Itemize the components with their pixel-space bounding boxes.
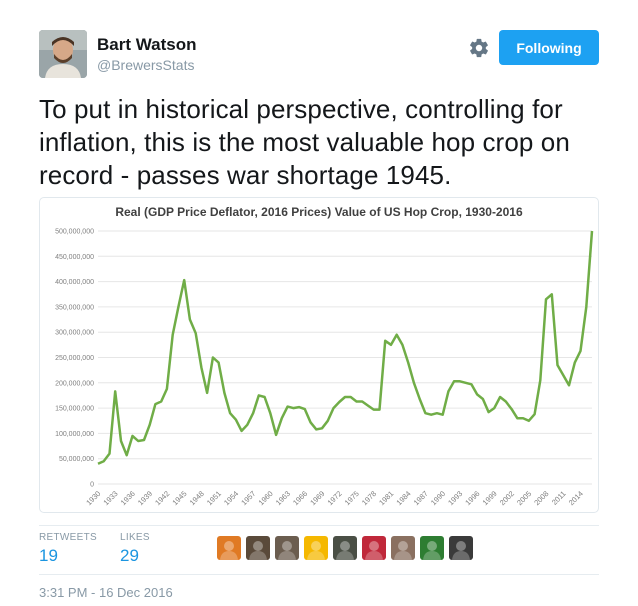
liker-avatar-5[interactable]	[333, 536, 357, 560]
likes-stat[interactable]: LIKES 29	[120, 532, 150, 566]
liker-avatar-8[interactable]	[420, 536, 444, 560]
x-tick-label: 1987	[412, 489, 430, 507]
x-tick-label: 1930	[84, 489, 102, 507]
liker-avatar-1[interactable]	[217, 536, 241, 560]
liker-avatar-7[interactable]	[391, 536, 415, 560]
y-tick-label: 100,000,000	[55, 431, 94, 438]
liker-avatar-9[interactable]	[449, 536, 473, 560]
x-tick-label: 1948	[188, 489, 206, 507]
author-handle[interactable]: @BrewersStats	[97, 57, 195, 73]
x-tick-label: 1942	[153, 489, 171, 507]
x-tick-label: 1999	[481, 489, 499, 507]
author-avatar[interactable]	[39, 30, 87, 78]
chart-grid	[98, 230, 592, 485]
y-tick-label: 350,000,000	[55, 304, 94, 311]
x-tick-label: 1957	[239, 489, 257, 507]
x-tick-label: 1954	[222, 489, 240, 507]
x-tick-label: 1972	[326, 489, 344, 507]
x-tick-label: 1984	[394, 489, 412, 507]
x-tick-label: 1933	[101, 489, 119, 507]
x-tick-label: 1960	[257, 489, 275, 507]
hop-crop-chart: Real (GDP Price Deflator, 2016 Prices) V…	[55, 205, 594, 507]
tweet-media[interactable]: Real (GDP Price Deflator, 2016 Prices) V…	[39, 197, 599, 513]
x-tick-label: 1990	[429, 489, 447, 507]
chart-title: Real (GDP Price Deflator, 2016 Prices) V…	[115, 205, 523, 219]
x-tick-label: 1951	[205, 489, 223, 507]
y-tick-label: 500,000,000	[55, 229, 94, 236]
y-tick-label: 300,000,000	[55, 330, 94, 337]
x-tick-label: 2014	[567, 489, 585, 507]
author-name[interactable]: Bart Watson	[97, 35, 197, 54]
retweets-stat[interactable]: RETWEETS 19	[39, 532, 97, 566]
x-tick-label: 1978	[360, 489, 378, 507]
likes-label: LIKES	[120, 532, 150, 543]
gear-icon[interactable]	[468, 37, 490, 59]
x-tick-label: 2005	[515, 489, 533, 507]
x-tick-label: 2008	[532, 489, 550, 507]
retweets-count: 19	[39, 546, 58, 565]
x-tick-label: 2011	[550, 489, 568, 507]
liker-avatar-2[interactable]	[246, 536, 270, 560]
x-tick-label: 1969	[308, 489, 326, 507]
x-tick-label: 1936	[119, 489, 137, 507]
likes-count: 29	[120, 546, 139, 565]
x-tick-label: 1975	[343, 489, 361, 507]
x-tick-label: 1993	[446, 489, 464, 507]
liker-avatar-4[interactable]	[304, 536, 328, 560]
following-button[interactable]: Following	[499, 30, 599, 65]
x-tick-label: 1945	[170, 489, 188, 507]
y-tick-label: 200,000,000	[55, 380, 94, 387]
tweet-stats: RETWEETS 19 LIKES 29	[39, 525, 599, 575]
series-line	[97, 230, 594, 465]
x-tick-label: 1981	[377, 489, 395, 507]
x-axis: 1930 1933 1936 1939 1942 1945 1948 1951 1954 1957…	[84, 489, 585, 507]
x-tick-label: 1966	[291, 489, 309, 507]
liker-avatar-6[interactable]	[362, 536, 386, 560]
x-tick-label: 1939	[136, 489, 154, 507]
y-tick-label: 250,000,000	[55, 355, 94, 362]
y-tick-label: 50,000,000	[59, 456, 94, 463]
tweet-text: To put in historical perspective, contro…	[39, 94, 570, 190]
x-tick-label: 1996	[463, 489, 481, 507]
liker-avatar-3[interactable]	[275, 536, 299, 560]
x-tick-label: 1963	[274, 489, 292, 507]
x-tick-label: 2002	[498, 489, 516, 507]
retweets-label: RETWEETS	[39, 532, 97, 543]
chart-series	[97, 230, 594, 465]
y-tick-label: 150,000,000	[55, 406, 94, 413]
y-axis: 0 50,000,000 100,000,000 150,000,000 200,000…	[55, 229, 94, 489]
y-tick-label: 450,000,000	[55, 254, 94, 261]
y-tick-label: 400,000,000	[55, 279, 94, 286]
tweet-timestamp[interactable]: 3:31 PM - 16 Dec 2016	[39, 585, 173, 600]
y-tick-label: 0	[90, 482, 94, 489]
